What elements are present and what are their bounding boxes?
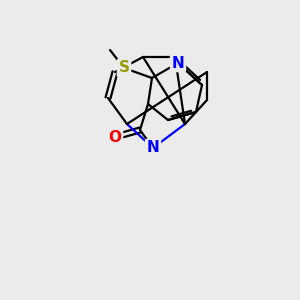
Text: N: N [172, 56, 184, 70]
Text: N: N [147, 140, 159, 155]
Text: S: S [118, 61, 130, 76]
Text: O: O [109, 130, 122, 145]
